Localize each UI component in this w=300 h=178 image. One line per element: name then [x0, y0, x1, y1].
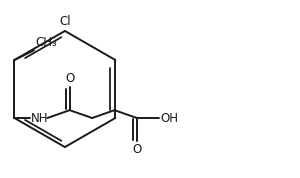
Text: Cl: Cl — [59, 15, 71, 28]
Text: CH₃: CH₃ — [35, 36, 57, 49]
Text: NH: NH — [31, 112, 48, 125]
Text: OH: OH — [161, 112, 179, 125]
Text: O: O — [132, 143, 142, 156]
Text: O: O — [65, 72, 74, 85]
